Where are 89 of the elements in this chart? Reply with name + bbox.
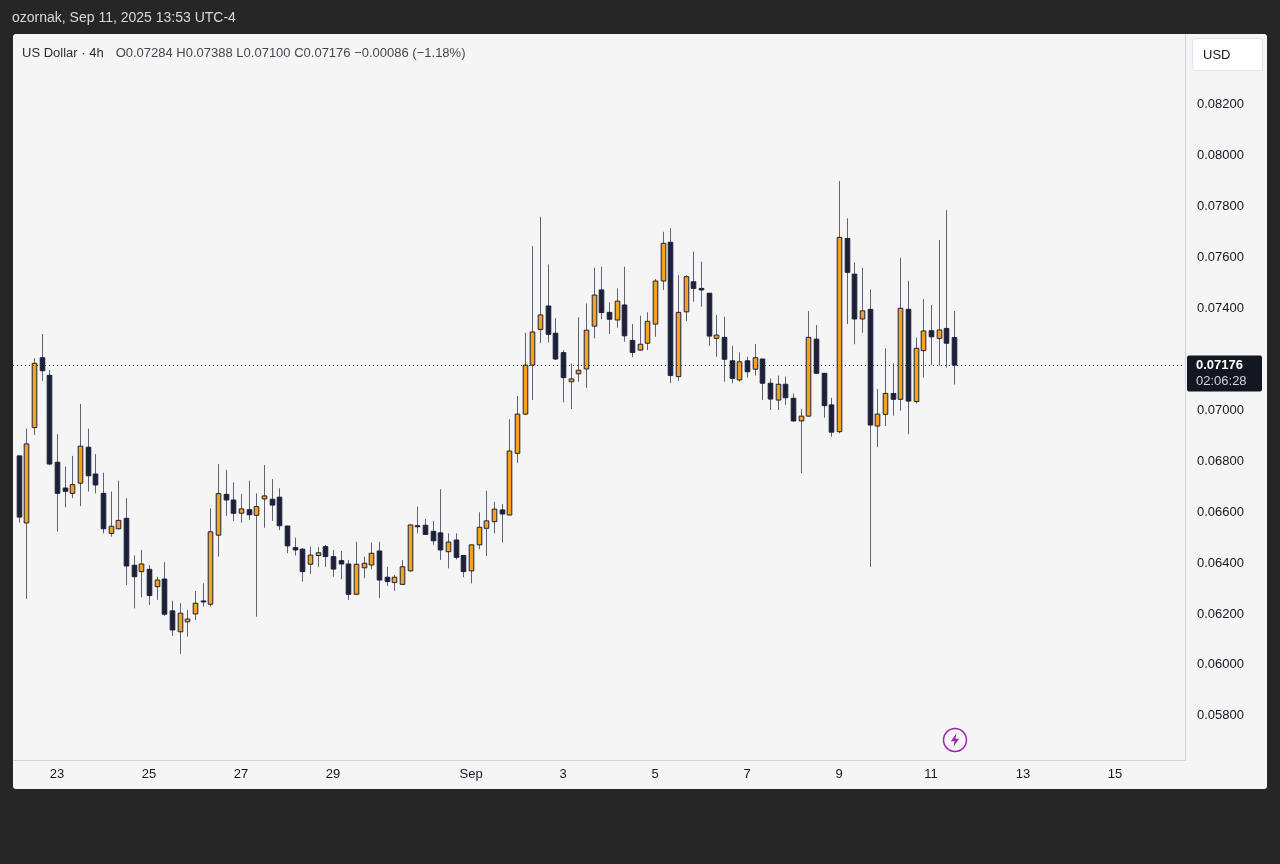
candlestick	[721, 316, 728, 383]
candlestick	[246, 480, 253, 521]
candlestick	[606, 301, 613, 335]
x-tick-label: 13	[1015, 766, 1031, 782]
candlestick	[230, 481, 237, 522]
candlestick	[483, 490, 490, 557]
candlestick	[920, 298, 927, 379]
candlestick	[238, 493, 245, 524]
candlestick	[713, 314, 720, 358]
x-tick-label: 3	[559, 766, 567, 782]
y-tick-label: 0.07800	[1197, 197, 1244, 213]
x-tick-label: 29	[325, 766, 341, 782]
candlestick	[322, 544, 329, 568]
candlestick	[315, 546, 322, 568]
candlestick	[330, 549, 337, 578]
x-tick-label: 11	[924, 766, 938, 782]
y-tick-label: 0.07000	[1197, 401, 1244, 417]
y-tick-label: 0.07600	[1197, 248, 1244, 264]
candlestick	[752, 343, 759, 377]
candlestick	[453, 532, 460, 560]
candlestick	[790, 392, 797, 423]
y-tick-label: 0.06600	[1197, 503, 1244, 519]
x-tick-label: 25	[141, 766, 157, 782]
candlestick	[307, 546, 314, 575]
candlestick	[698, 261, 705, 308]
candlestick	[537, 216, 544, 344]
candlestick	[284, 525, 291, 554]
candlestick	[568, 362, 575, 410]
candlestick	[184, 609, 191, 638]
candlestick	[859, 267, 866, 334]
x-tick-label: 23	[49, 766, 65, 782]
candlestick	[154, 576, 161, 601]
candlestick	[736, 351, 743, 383]
candlestick	[476, 511, 483, 550]
y-tick-label: 0.06400	[1197, 554, 1244, 570]
x-tick-label: 15	[1107, 766, 1123, 782]
y-tick-label: 0.06200	[1197, 605, 1244, 621]
x-tick-label: 5	[651, 766, 659, 782]
candlestick	[62, 466, 69, 508]
candlestick	[874, 388, 881, 448]
x-tick-label: Sep	[459, 766, 483, 782]
y-tick-label: 0.06800	[1197, 452, 1244, 468]
candlestick	[269, 478, 276, 522]
x-tick-label: 9	[835, 766, 843, 782]
candlestick	[368, 542, 375, 570]
candlestick	[261, 464, 268, 529]
candlestick	[92, 453, 99, 494]
candlestick	[882, 347, 889, 427]
candlestick	[637, 315, 644, 352]
candlestick	[39, 333, 46, 382]
candlestick	[614, 287, 621, 329]
y-tick-label: 0.06000	[1197, 656, 1244, 672]
x-tick-label: 7	[743, 766, 751, 782]
candlestick	[943, 209, 950, 369]
candlestick	[767, 377, 774, 411]
candlestick	[445, 532, 452, 569]
y-axis-title: USD	[1203, 46, 1231, 62]
candlestick	[138, 549, 145, 598]
candlestick	[499, 503, 506, 544]
candlestick	[253, 492, 260, 618]
candlestick	[437, 488, 444, 561]
y-tick-label: 0.05800	[1197, 707, 1244, 723]
text: ozornak, Sep 11, 2025 13:53 UTC-4	[12, 8, 237, 25]
ref-line-label: 0.07176	[1196, 357, 1243, 373]
text: 02:06:28	[1196, 373, 1247, 389]
candlestick	[169, 600, 176, 637]
candlestick	[192, 590, 199, 621]
candlestick	[936, 239, 943, 367]
candlestick	[338, 550, 345, 580]
candlestick	[69, 455, 76, 499]
candlestick	[644, 311, 651, 351]
candlestick	[690, 251, 697, 303]
text: US Dollar · 4h	[22, 44, 104, 60]
candlestick	[399, 559, 406, 586]
candlestick	[928, 304, 935, 366]
y-tick-label: 0.07400	[1197, 299, 1244, 315]
y-tick-label: 0.08200	[1197, 95, 1244, 111]
candlestick	[729, 345, 736, 384]
text: O0.07284 H0.07388 L0.07100 C0.07176 −0.00086 (−1.18%)	[115, 44, 466, 60]
x-tick-label: 27	[233, 766, 249, 782]
candlestick	[775, 375, 782, 411]
y-tick-label: 0.08000	[1197, 146, 1244, 162]
candlestick	[598, 266, 605, 320]
candlestick	[223, 469, 230, 517]
candlestick	[414, 506, 421, 534]
candlestick	[629, 323, 636, 358]
candlestick	[200, 582, 207, 608]
candlestick	[798, 408, 805, 474]
candlestick	[890, 362, 897, 417]
